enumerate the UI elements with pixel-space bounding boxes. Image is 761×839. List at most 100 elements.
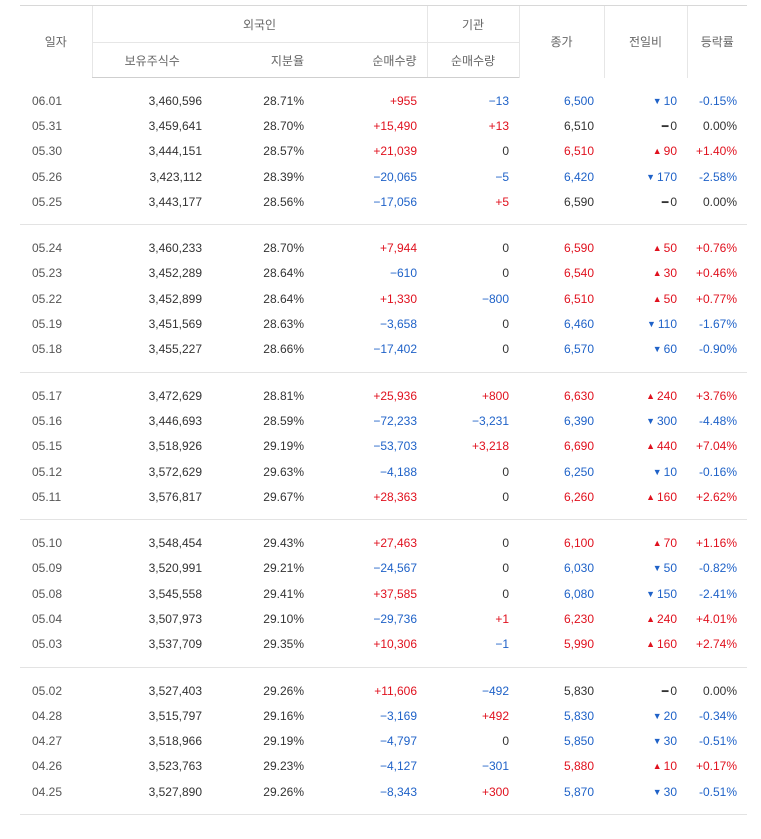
cell-close: 6,510 (564, 144, 595, 159)
cell-holdings: 3,452,289 (148, 266, 202, 281)
cell-inst-net: +13 (488, 118, 510, 133)
cell-holdings: 3,452,899 (148, 291, 202, 306)
cell-close: 6,590 (564, 194, 595, 209)
cell-holdings: 3,548,454 (148, 536, 202, 551)
up-arrow-icon: ▲ (652, 293, 662, 304)
col-rate-header: 등락률 (686, 5, 748, 78)
table-row: 05.25 3,443,177 28.56% −17,056 +5 6,590 ━ 0 0.00… (20, 189, 747, 214)
cell-close: 5,990 (564, 637, 595, 652)
cell-inst-net: 0 (502, 464, 510, 479)
down-arrow-icon: ▼ (652, 786, 662, 797)
cell-rate: +0.76% (695, 241, 738, 256)
cell-holdings: 3,507,973 (148, 611, 202, 626)
change-value: 160 (657, 637, 678, 652)
cell-foreign-net: −4,797 (379, 734, 418, 749)
cell-foreign-net: +27,463 (373, 536, 418, 551)
cell-rate: -0.51% (699, 784, 738, 799)
table-row: 05.17 3,472,629 28.81% +25,936 +800 6,630 ▲ 240… (20, 383, 747, 408)
cell-foreign-net: +11,606 (374, 683, 418, 698)
cell-rate: +0.77% (695, 291, 738, 306)
cell-foreign-net: +10,306 (373, 637, 418, 652)
cell-ratio: 29.43% (263, 536, 304, 551)
cell-foreign-net: +1,330 (379, 291, 418, 306)
cell-holdings: 3,444,151 (148, 144, 202, 159)
cell-ratio: 29.23% (263, 759, 304, 774)
table-row: 05.31 3,459,641 28.70% +15,490 +13 6,510 ━ 0 0.0… (20, 113, 747, 138)
change-value: 0 (670, 194, 678, 209)
cell-ratio: 29.26% (263, 784, 304, 799)
cell-close: 5,830 (564, 708, 595, 723)
down-arrow-icon: ▼ (646, 171, 655, 182)
cell-holdings: 3,459,641 (148, 118, 202, 133)
col-change-header: 전일비 (603, 5, 688, 78)
cell-foreign-net: −610 (390, 266, 418, 281)
cell-date: 04.27 (32, 734, 63, 749)
cell-ratio: 29.10% (263, 611, 304, 626)
cell-inst-net: +800 (482, 388, 510, 403)
cell-ratio: 29.16% (263, 708, 304, 723)
cell-holdings: 3,451,569 (148, 317, 202, 332)
cell-date: 05.22 (32, 291, 63, 306)
cell-holdings: 3,460,596 (148, 93, 202, 108)
cell-close: 5,850 (564, 734, 595, 749)
change-value: 300 (657, 413, 678, 428)
cell-close: 6,390 (564, 413, 595, 428)
cell-close: 6,540 (564, 266, 595, 281)
cell-holdings: 3,523,763 (148, 759, 202, 774)
cell-rate: 0.00% (703, 683, 738, 698)
change-value: 20 (663, 708, 678, 723)
cell-close: 6,230 (564, 611, 595, 626)
cell-close: 6,510 (564, 118, 595, 133)
up-arrow-icon: ▲ (652, 243, 662, 254)
table-row: 06.01 3,460,596 28.71% +955 −13 6,500 ▼ 10 -0.15… (20, 88, 747, 113)
cell-foreign-net: +21,039 (373, 144, 418, 159)
up-arrow-icon: ▲ (646, 390, 655, 401)
change-value: 10 (663, 464, 678, 479)
down-arrow-icon: ▼ (652, 95, 662, 106)
table-row: 05.10 3,548,454 29.43% +27,463 0 6,100 ▲ 70 +1.1… (20, 530, 747, 555)
cell-rate: +0.46% (695, 266, 738, 281)
cell-change: ▼ 20 (604, 703, 687, 728)
cell-foreign-net: −3,658 (379, 317, 418, 332)
table-row: 05.16 3,446,693 28.59% −72,233 −3,231 6,390 ▼ 3… (20, 408, 747, 433)
group-spacer (20, 667, 747, 678)
cell-change: ▲ 50 (604, 286, 687, 311)
table-row: 05.11 3,576,817 29.67% +28,363 0 6,260 ▲ 160 +2.… (20, 484, 747, 509)
cell-close: 6,260 (564, 489, 595, 504)
cell-rate: +3.76% (695, 388, 738, 403)
cell-foreign-net: −29,736 (373, 611, 418, 626)
change-value: 110 (657, 317, 678, 332)
cell-foreign-net: −4,188 (379, 464, 418, 479)
down-arrow-icon: ▼ (646, 588, 655, 599)
change-value: 30 (663, 266, 678, 281)
up-arrow-icon: ▲ (646, 639, 655, 650)
cell-ratio: 29.19% (263, 439, 304, 454)
cell-foreign-net: −17,402 (373, 342, 418, 357)
change-value: 50 (663, 241, 678, 256)
cell-rate: -2.41% (699, 586, 738, 601)
group-divider (20, 509, 748, 521)
flat-dash-icon: ━ (661, 196, 669, 209)
cell-inst-net: 0 (502, 317, 510, 332)
table-row: 04.25 3,527,890 29.26% −8,343 +300 5,870 ▼ 30 -0… (20, 779, 747, 804)
group-divider (20, 214, 748, 226)
cell-rate: -0.34% (699, 708, 738, 723)
cell-change: ▲ 30 (604, 261, 687, 286)
cell-inst-net: +5 (495, 194, 510, 209)
col-ratio-header: 지분율 (212, 42, 314, 78)
cell-change: ▼ 110 (604, 311, 687, 336)
cell-date: 05.23 (32, 266, 63, 281)
cell-close: 6,420 (564, 169, 595, 184)
cell-close: 5,830 (564, 683, 595, 698)
cell-rate: -0.90% (699, 342, 738, 357)
cell-inst-net: +3,218 (471, 439, 510, 454)
cell-foreign-net: −20,065 (373, 169, 418, 184)
table-body: 06.01 3,460,596 28.71% +955 −13 6,500 ▼ 10 -0.15… (20, 78, 748, 816)
cell-rate: +2.62% (695, 489, 738, 504)
cell-change: ▼ 300 (604, 408, 687, 433)
cell-holdings: 3,527,890 (148, 784, 202, 799)
cell-inst-net: −301 (482, 759, 510, 774)
table-row: 05.24 3,460,233 28.70% +7,944 0 6,590 ▲ 50 +0.76… (20, 235, 747, 260)
change-value: 0 (670, 118, 678, 133)
cell-ratio: 29.67% (263, 489, 304, 504)
